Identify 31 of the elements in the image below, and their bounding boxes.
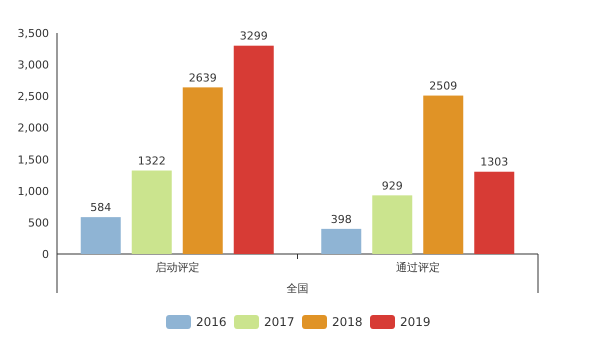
bar	[474, 172, 514, 254]
bar	[182, 87, 223, 254]
y-tick-label: 0	[42, 248, 49, 261]
y-tick-label: 2,500	[18, 90, 49, 104]
y-tick-label: 1,500	[18, 153, 49, 166]
x-tick-label: 通过评定	[396, 261, 440, 274]
bar	[372, 195, 412, 254]
data-label: 2639	[188, 71, 217, 84]
bar	[321, 228, 362, 254]
data-label: 3299	[240, 30, 268, 43]
y-tick-label: 1,000	[18, 184, 49, 198]
bar	[132, 170, 172, 254]
legend-label: 2018	[332, 315, 363, 329]
data-label: 1322	[138, 154, 166, 168]
legend-label: 2017	[264, 315, 295, 329]
legend-label: 2019	[400, 315, 431, 329]
data-label: 2509	[429, 80, 458, 93]
bar	[80, 217, 121, 254]
bar	[234, 46, 274, 254]
y-tick-label: 2,000	[18, 122, 49, 135]
data-label: 584	[90, 201, 112, 214]
y-tick-label: 3,500	[18, 27, 49, 40]
x-axis-title: 全国	[286, 282, 308, 295]
data-label: 1303	[480, 156, 508, 169]
y-tick-label: 3,000	[18, 58, 49, 72]
data-label: 398	[330, 212, 352, 226]
bar	[423, 96, 464, 254]
data-label: 929	[382, 179, 403, 192]
y-tick-label: 500	[28, 216, 49, 230]
x-tick-label: 启动评定	[155, 261, 200, 274]
legend-label: 2016	[196, 315, 227, 329]
